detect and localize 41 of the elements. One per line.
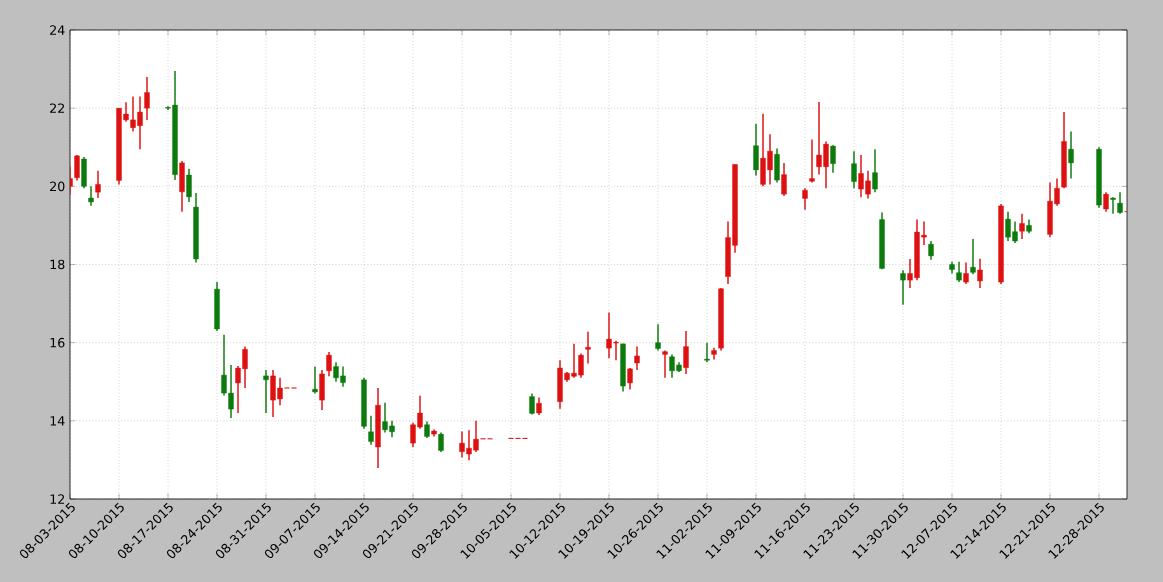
y-tick-label: 24 xyxy=(50,25,65,35)
y-tick-label: 20 xyxy=(50,181,65,192)
candlestick xyxy=(704,341,710,363)
candlestick xyxy=(263,369,269,414)
candlestick xyxy=(95,169,101,199)
candlestick xyxy=(186,168,192,203)
candlestick xyxy=(312,365,318,395)
candlestick xyxy=(830,144,836,174)
candlestick xyxy=(683,330,689,375)
candlestick xyxy=(963,261,969,285)
candlestick xyxy=(585,330,591,365)
candlestick xyxy=(1103,191,1109,213)
candlestick xyxy=(781,162,787,197)
candlestick xyxy=(662,349,668,379)
candlestick xyxy=(1019,212,1025,240)
candlestick xyxy=(900,269,906,306)
candlestick xyxy=(928,240,934,261)
y-tick-label: 14 xyxy=(50,416,65,426)
candlestick xyxy=(956,261,962,283)
candlestick xyxy=(634,345,640,371)
candlestick xyxy=(529,392,535,416)
candlestick xyxy=(809,138,815,184)
candlestick xyxy=(872,148,878,193)
candlestick xyxy=(88,185,94,207)
candlestick xyxy=(851,150,857,190)
candlestick xyxy=(627,367,633,391)
candlestick xyxy=(1117,191,1123,215)
candlestick xyxy=(368,415,374,446)
candlestick xyxy=(655,323,661,352)
candlestick xyxy=(74,154,80,182)
y-tick-label: 22 xyxy=(50,103,65,113)
y-tick-label: 18 xyxy=(50,259,65,270)
candlestick xyxy=(970,238,976,276)
y-tick-label: 16 xyxy=(50,337,65,348)
candlestick xyxy=(977,257,983,289)
candlestick xyxy=(1110,196,1116,215)
y-tick-label: 12 xyxy=(50,494,65,504)
candlestick xyxy=(144,76,150,121)
candlestick xyxy=(802,187,808,211)
candlestick xyxy=(1068,130,1074,180)
candlestick xyxy=(326,351,332,378)
